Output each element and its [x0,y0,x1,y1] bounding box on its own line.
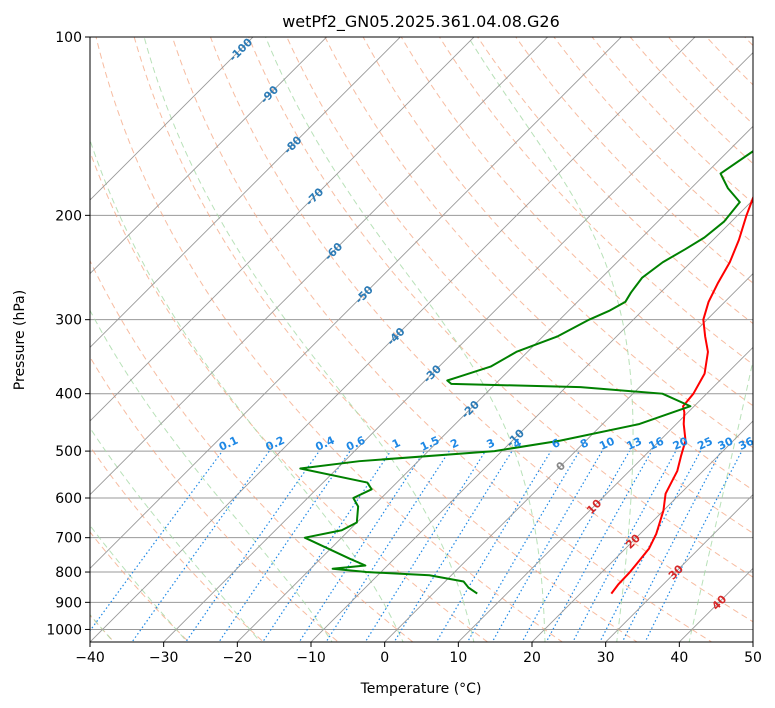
y-axis-label: Pressure (hPa) [12,290,28,390]
mixing-ratio-label: 25 [695,435,714,453]
dry-adiabat-line [438,37,753,366]
mixing-ratio-line [491,450,603,642]
isotherm-line [90,37,549,496]
mixing-ratio-line [545,450,653,642]
mixing-ratio-line [466,450,580,642]
mixing-ratio-label: 13 [625,435,644,453]
moist-adiabat-line [90,138,404,642]
mixing-ratio-line [262,450,392,642]
isotherm-line [163,52,753,642]
y-tick-label: 700 [55,531,82,547]
x-tick-label: 50 [744,650,762,666]
dry-adiabat-line [248,37,753,578]
dry-adiabat-line [133,37,638,642]
axis-ticks: −40 −30 −20 −10 0 10 20 30 40 50 100 200 300 400 500 60… [46,30,762,666]
isotherm-line [90,37,475,422]
mixing-ratio-line [90,450,223,632]
plot-frame [89,36,754,643]
isotherm-line [310,199,753,642]
moist-adiabat-line [265,37,546,642]
dry-adiabat-line [400,37,753,407]
x-tick-label: −30 [149,650,179,666]
dry-adiabat-line [286,37,753,534]
dry-adiabat-line [476,37,753,325]
y-tick-label: 600 [55,491,82,507]
moist-adiabat-line [467,37,634,642]
y-tick-label: 800 [55,565,82,581]
mixing-ratio-line [521,450,631,642]
y-tick-label: 300 [55,313,82,329]
x-tick-label: −20 [223,650,253,666]
x-tick-label: 40 [670,650,688,666]
dry-adiabat-line [90,259,414,642]
mixing-ratio-label: 16 [647,434,667,452]
y-tick-label: 100 [55,30,82,46]
y-tick-label: 900 [55,595,82,611]
isotherm-line [90,37,622,569]
isotherm-line [90,37,254,201]
background-lines [90,37,753,642]
mixing-ratio-line [218,450,351,642]
moist-adiabat-line [90,309,333,642]
x-tick-label: 30 [597,650,615,666]
dewpoint-profile-line [299,150,753,595]
x-tick-label: 20 [523,650,541,666]
dry-adiabat-line [171,37,713,642]
x-tick-label: −10 [296,650,326,666]
temperature-profile-line [610,195,753,595]
dry-adiabat-line [95,37,564,642]
dry-adiabat-line [90,531,190,642]
profile-lines [299,150,753,595]
isotherm-line [457,346,753,642]
mixing-ratio-label: 20 [671,434,691,452]
mixing-ratio-line [364,450,486,642]
mixing-ratio-line [393,450,513,642]
moist-adiabat-line [90,427,261,642]
isotherm-line [384,273,753,642]
x-axis-label: Temperature (°C) [360,681,482,697]
mixing-ratio-line [572,450,677,642]
isotherm-line [90,37,696,642]
moist-adiabat-line [688,358,753,642]
x-tick-label: −40 [75,650,105,666]
isotherm-line [605,494,753,642]
y-tick-label: 500 [55,444,82,460]
mixing-ratio-label: 10 [597,434,617,452]
mixing-ratio-line [298,450,425,642]
x-tick-label: 10 [449,650,467,666]
isotherm-line [531,420,753,642]
y-tick-label: 200 [55,208,82,224]
mixing-ratio-line [435,450,552,642]
dry-adiabat-line [209,37,753,623]
dry-adiabat-line [90,445,265,642]
mixing-ratio-label: 30 [716,434,736,452]
isotherm-line [90,37,328,275]
dry-adiabat-line [90,356,339,642]
isotherm-line [90,37,401,348]
x-tick-label: 0 [380,650,389,666]
mixing-ratio-label: 36 [736,434,756,452]
mixing-ratio-line [131,450,270,642]
moist-adiabat-line [143,37,475,642]
mixing-ratio-line [599,450,702,642]
chart-title: wetPf2_GN05.2025.361.04.08.G26 [282,12,560,32]
y-tick-label: 1000 [46,622,82,638]
y-tick-label: 400 [55,387,82,403]
